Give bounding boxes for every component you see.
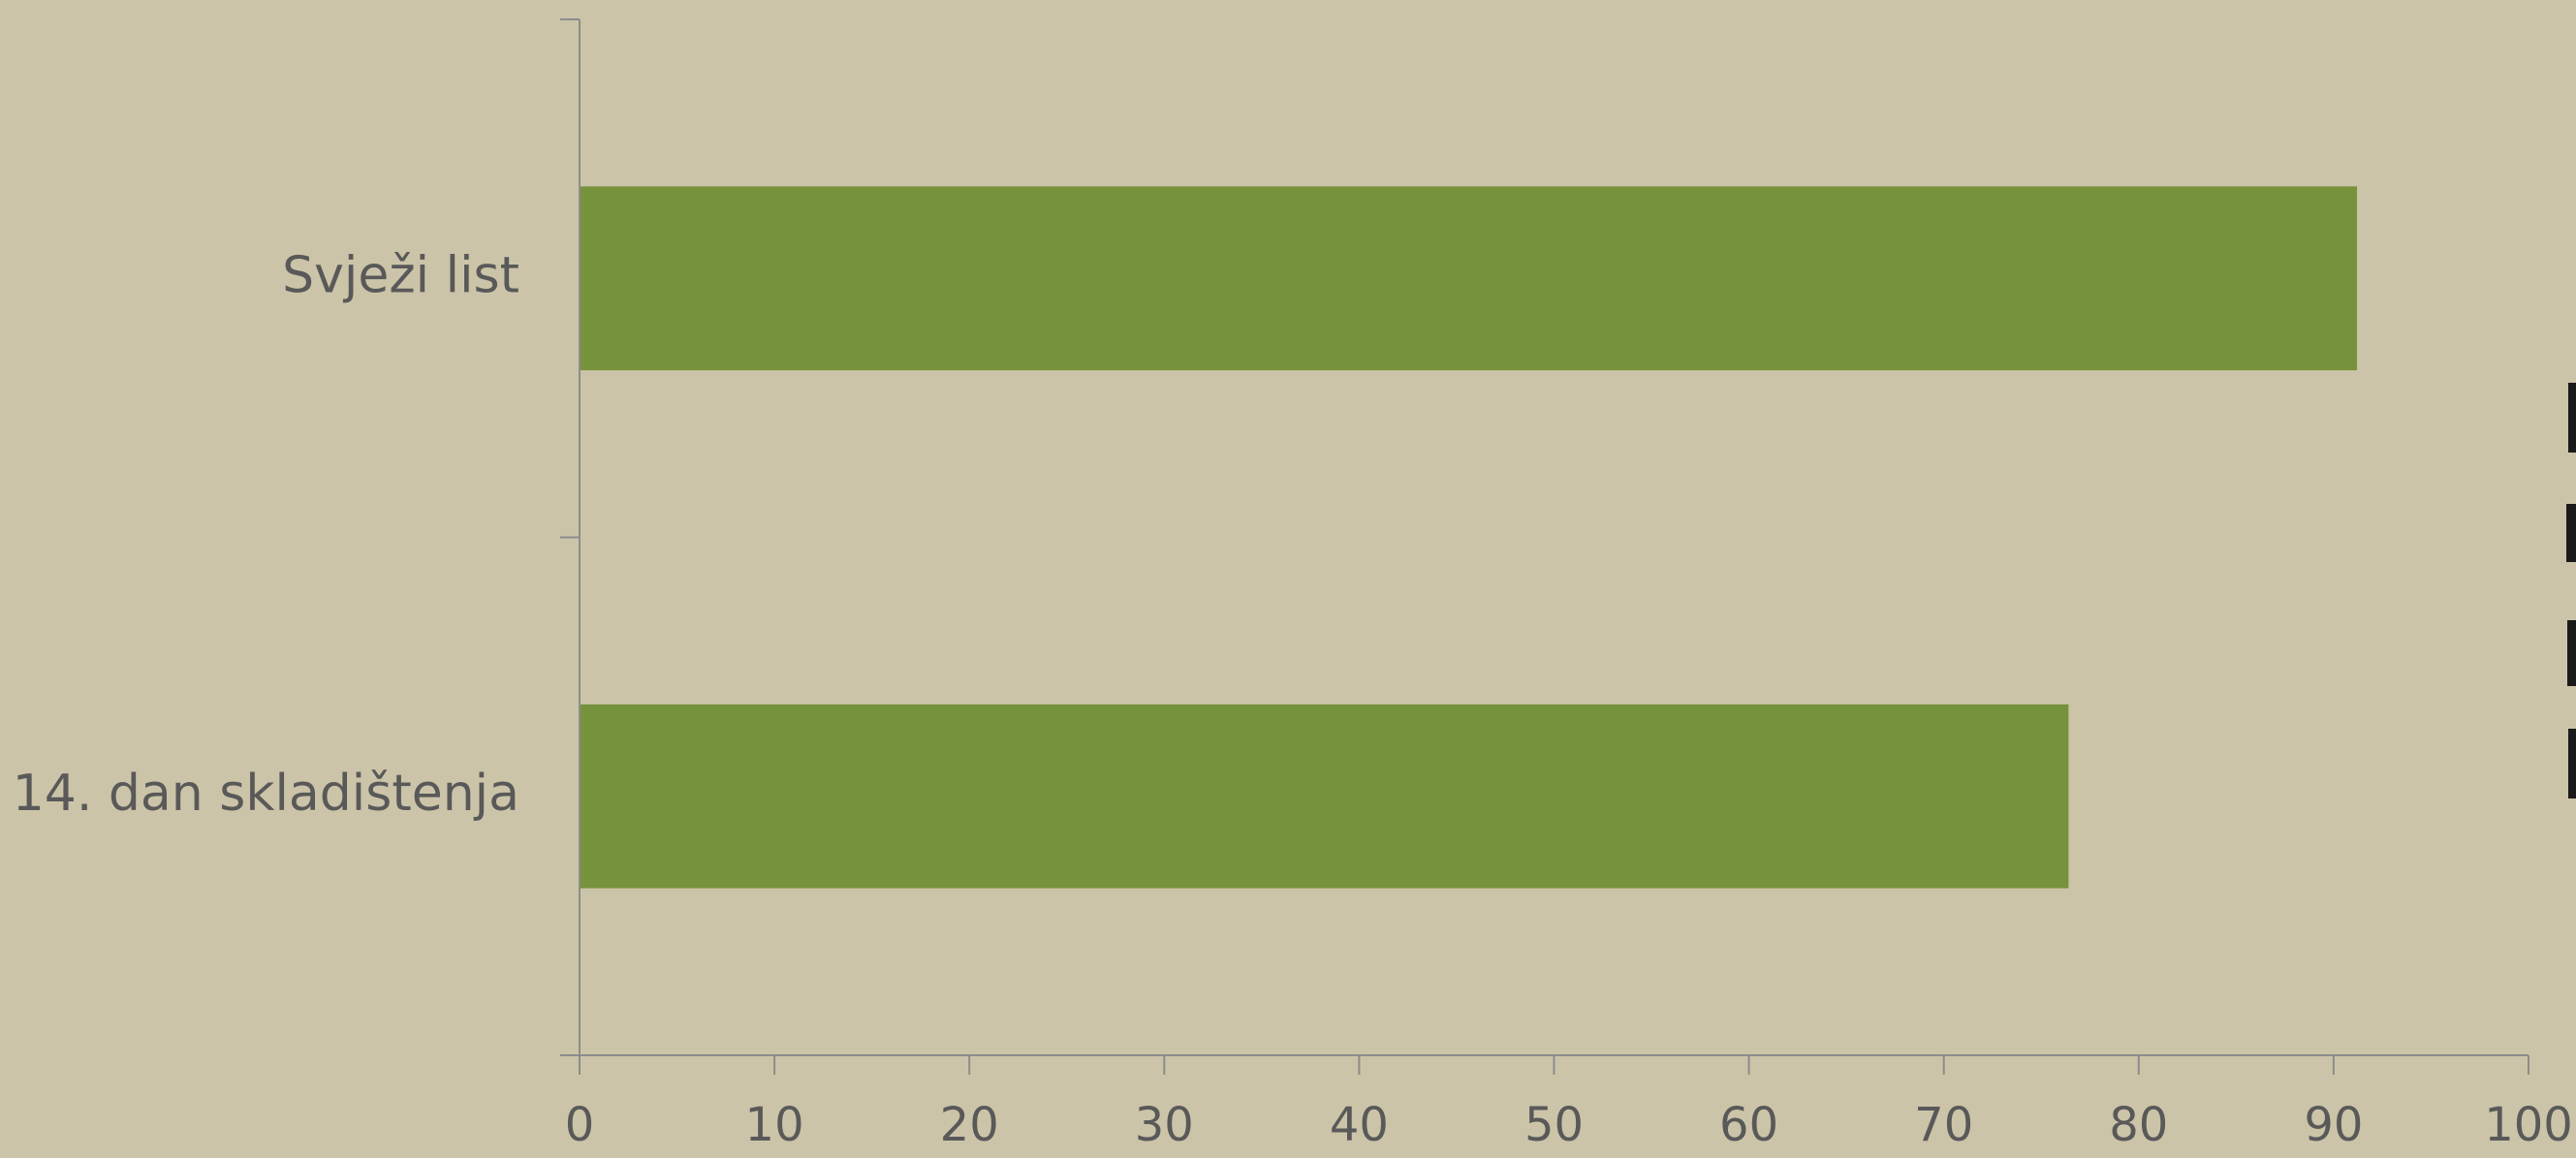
x-tick-label: 30	[1135, 1098, 1194, 1152]
labels-layer: Svježi list 14. dan skladištenja 0 10 20 30 40…	[13, 246, 2573, 1152]
bar-1	[580, 186, 2358, 371]
clipped-text-mark-2	[2566, 504, 2576, 562]
clipped-text-mark-3	[2567, 620, 2576, 686]
axes	[560, 18, 2529, 1075]
x-tick-label: 40	[1330, 1098, 1389, 1152]
clipped-side-text	[2566, 383, 2576, 798]
category-label: 14. dan skladištenja	[13, 765, 519, 823]
bar-2	[580, 704, 2069, 889]
category-label: Svježi list	[282, 246, 519, 304]
x-tick-label: 0	[565, 1098, 595, 1152]
x-tick-label: 70	[1914, 1098, 1973, 1152]
clipped-text-mark-4	[2568, 729, 2576, 798]
x-tick-label: 100	[2484, 1098, 2573, 1152]
clipped-text-mark-1	[2568, 383, 2576, 453]
x-tick-label: 80	[2109, 1098, 2168, 1152]
bars-layer	[580, 186, 2358, 889]
x-tick-label: 90	[2304, 1098, 2363, 1152]
x-tick-label: 60	[1719, 1098, 1778, 1152]
x-tick-label: 50	[1524, 1098, 1584, 1152]
x-tick-label: 20	[940, 1098, 999, 1152]
x-tick-label: 10	[745, 1098, 804, 1152]
